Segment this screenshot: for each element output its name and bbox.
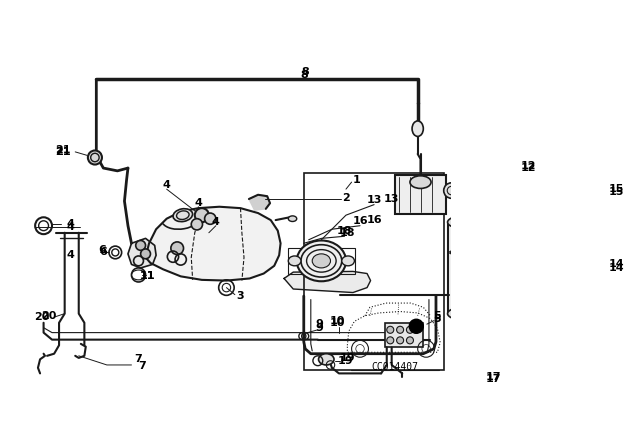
Text: 20: 20 [34, 312, 49, 322]
Text: 19: 19 [338, 356, 354, 366]
Text: 16: 16 [352, 216, 368, 226]
Ellipse shape [319, 354, 334, 365]
Bar [395, 175, 446, 214]
Text: 3: 3 [237, 291, 244, 301]
Polygon shape [284, 271, 371, 293]
Text: 17: 17 [486, 374, 501, 384]
Text: 16: 16 [366, 215, 382, 225]
Ellipse shape [288, 216, 297, 221]
Text: 4: 4 [67, 250, 74, 259]
Text: 12: 12 [521, 163, 536, 173]
Circle shape [191, 219, 202, 230]
Text: 18: 18 [340, 228, 355, 238]
Text: 13: 13 [384, 194, 399, 204]
Text: 12: 12 [521, 161, 536, 171]
Text: 21: 21 [56, 147, 71, 157]
Text: 8: 8 [300, 69, 308, 80]
Text: 21: 21 [56, 147, 71, 157]
Polygon shape [128, 238, 156, 268]
Text: 10: 10 [330, 316, 345, 326]
Circle shape [171, 242, 184, 254]
Text: 1: 1 [353, 175, 360, 185]
Circle shape [406, 326, 413, 333]
Circle shape [205, 213, 216, 224]
Text: 2: 2 [342, 193, 350, 202]
Circle shape [195, 208, 209, 222]
Text: 11: 11 [140, 271, 156, 281]
Text: CC014407: CC014407 [371, 362, 418, 372]
Ellipse shape [447, 216, 479, 228]
Circle shape [409, 319, 423, 333]
Bar [448, 222, 479, 314]
Ellipse shape [312, 254, 330, 268]
Circle shape [88, 151, 102, 164]
Text: 4: 4 [212, 217, 220, 227]
Text: 6: 6 [99, 247, 108, 258]
Circle shape [406, 337, 413, 344]
Circle shape [397, 326, 404, 333]
Text: 7: 7 [138, 362, 146, 371]
Ellipse shape [173, 209, 193, 222]
Text: 14: 14 [609, 263, 625, 273]
Text: 5: 5 [433, 311, 441, 321]
Text: 11: 11 [140, 271, 156, 281]
Text: 15: 15 [609, 187, 625, 197]
Text: 19: 19 [340, 353, 355, 363]
Polygon shape [145, 207, 280, 280]
Bar [385, 323, 423, 347]
Ellipse shape [412, 121, 423, 136]
Text: 4: 4 [67, 220, 74, 229]
Text: 13: 13 [367, 195, 382, 205]
Text: 18: 18 [337, 226, 352, 237]
Text: 6: 6 [98, 246, 106, 255]
Text: 10: 10 [330, 318, 345, 328]
Text: 4: 4 [67, 222, 74, 232]
Circle shape [387, 326, 394, 333]
Text: 7: 7 [134, 354, 142, 364]
Bar [304, 173, 444, 370]
Circle shape [141, 249, 150, 259]
Text: 8: 8 [301, 67, 309, 78]
Ellipse shape [410, 176, 431, 189]
Text: 20: 20 [42, 311, 57, 321]
Text: 9: 9 [316, 323, 323, 333]
Circle shape [444, 183, 459, 198]
Text: 14: 14 [609, 259, 625, 269]
Ellipse shape [297, 241, 346, 281]
Text: 9: 9 [316, 319, 323, 329]
Ellipse shape [342, 256, 355, 266]
Text: 4: 4 [195, 198, 202, 207]
Text: 4: 4 [163, 180, 171, 190]
Text: 5: 5 [433, 314, 441, 323]
Ellipse shape [447, 307, 479, 320]
Polygon shape [249, 195, 270, 210]
Text: 17: 17 [486, 372, 501, 382]
Bar [287, 248, 355, 274]
Circle shape [397, 337, 404, 344]
Circle shape [387, 337, 394, 344]
Text: 15: 15 [609, 184, 625, 194]
Circle shape [136, 241, 145, 250]
Ellipse shape [288, 256, 301, 266]
Text: 21: 21 [56, 145, 71, 155]
